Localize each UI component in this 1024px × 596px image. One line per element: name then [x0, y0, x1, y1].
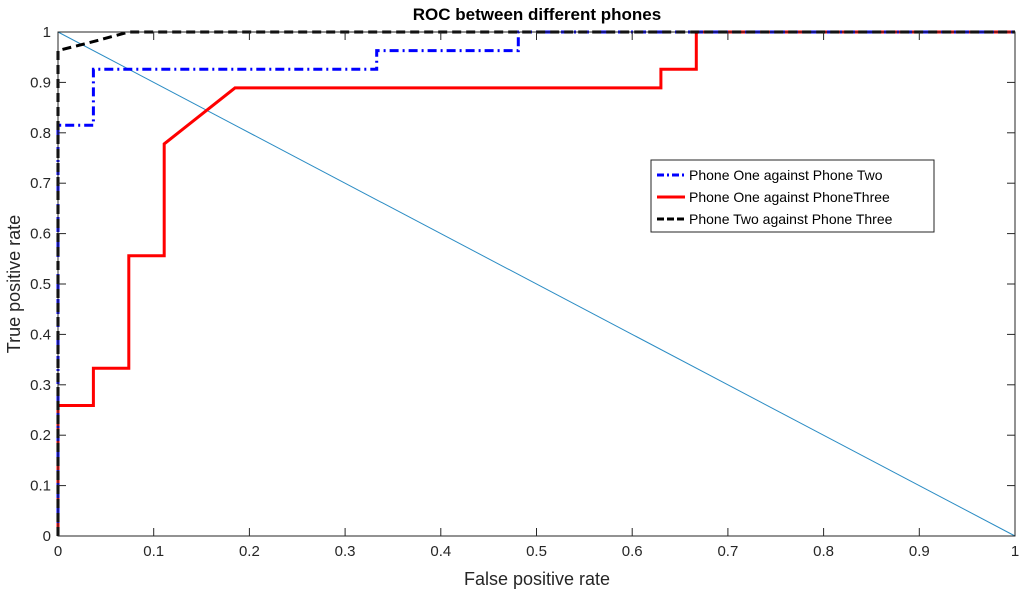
y-tick-label: 0.2	[30, 427, 51, 444]
legend: Phone One against Phone Two Phone One aga…	[650, 159, 935, 233]
plot-area	[56, 30, 1016, 537]
y-tick-label: 1	[43, 24, 51, 41]
chart-title: ROC between different phones	[413, 5, 661, 24]
x-tick-label: 0.6	[622, 543, 643, 560]
reference-diagonal-line	[57, 31, 1016, 537]
x-axis-label: False positive rate	[464, 569, 610, 589]
legend-label-1: Phone One against Phone Two	[689, 167, 883, 183]
y-tick-label: 0.7	[30, 175, 51, 192]
y-tick-label: 0.4	[30, 326, 51, 343]
axis-ticks: 0 0.1 0.2 0.3 0.4 0.5 0.6 0.7 0.8 0.9 1 0 0.1 0.2 0.3 0…	[30, 24, 1019, 560]
y-tick-label: 0.3	[30, 377, 51, 394]
x-tick-label: 1	[1011, 543, 1019, 560]
x-tick-label: 0.4	[430, 543, 451, 560]
x-tick-label: 0.7	[717, 543, 738, 560]
y-axis-label: True positive rate	[4, 215, 24, 353]
x-tick-label: 0.9	[909, 543, 930, 560]
y-tick-label: 0.1	[30, 478, 51, 495]
y-tick-label: 0.9	[30, 74, 51, 91]
x-tick-label: 0.8	[813, 543, 834, 560]
series-line-1	[56, 30, 1015, 536]
legend-label-3: Phone Two against Phone Three	[689, 211, 893, 227]
x-tick-label: 0	[54, 543, 62, 560]
y-tick-label: 0.5	[30, 276, 51, 293]
legend-box	[650, 159, 935, 233]
x-tick-label: 0.2	[239, 543, 260, 560]
series-line-2	[56, 30, 1015, 536]
x-tick-label: 0.3	[335, 543, 356, 560]
x-tick-label: 0.5	[526, 543, 547, 560]
y-tick-label: 0	[43, 528, 51, 545]
legend-label-2: Phone One against PhoneThree	[689, 189, 890, 205]
y-tick-label: 0.8	[30, 125, 51, 142]
y-tick-label: 0.6	[30, 226, 51, 243]
x-tick-label: 0.1	[143, 543, 164, 560]
